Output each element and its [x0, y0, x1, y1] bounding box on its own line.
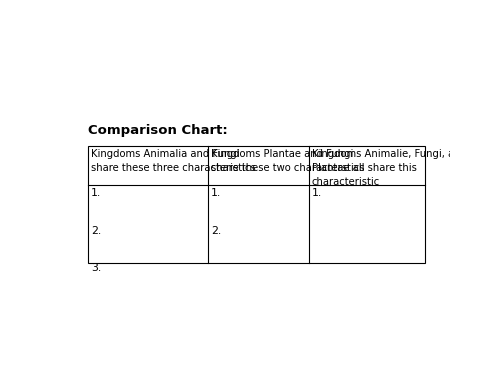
Text: Kingdoms Animalie, Fungi, and
Plantae all share this
characteristic: Kingdoms Animalie, Fungi, and Plantae al… [312, 149, 466, 187]
Text: Kingdoms Animalia and Fungi
share these three characteristics: Kingdoms Animalia and Fungi share these … [91, 149, 256, 173]
Text: 1.: 1. [312, 188, 322, 198]
Text: 1.

2.: 1. 2. [211, 188, 221, 236]
Text: Comparison Chart:: Comparison Chart: [88, 124, 228, 137]
Text: Kingdoms Plantae and Fungi
share these two characterstics: Kingdoms Plantae and Fungi share these t… [211, 149, 364, 173]
Text: 1.

2.

3.: 1. 2. 3. [91, 188, 101, 273]
Bar [88, 146, 425, 263]
